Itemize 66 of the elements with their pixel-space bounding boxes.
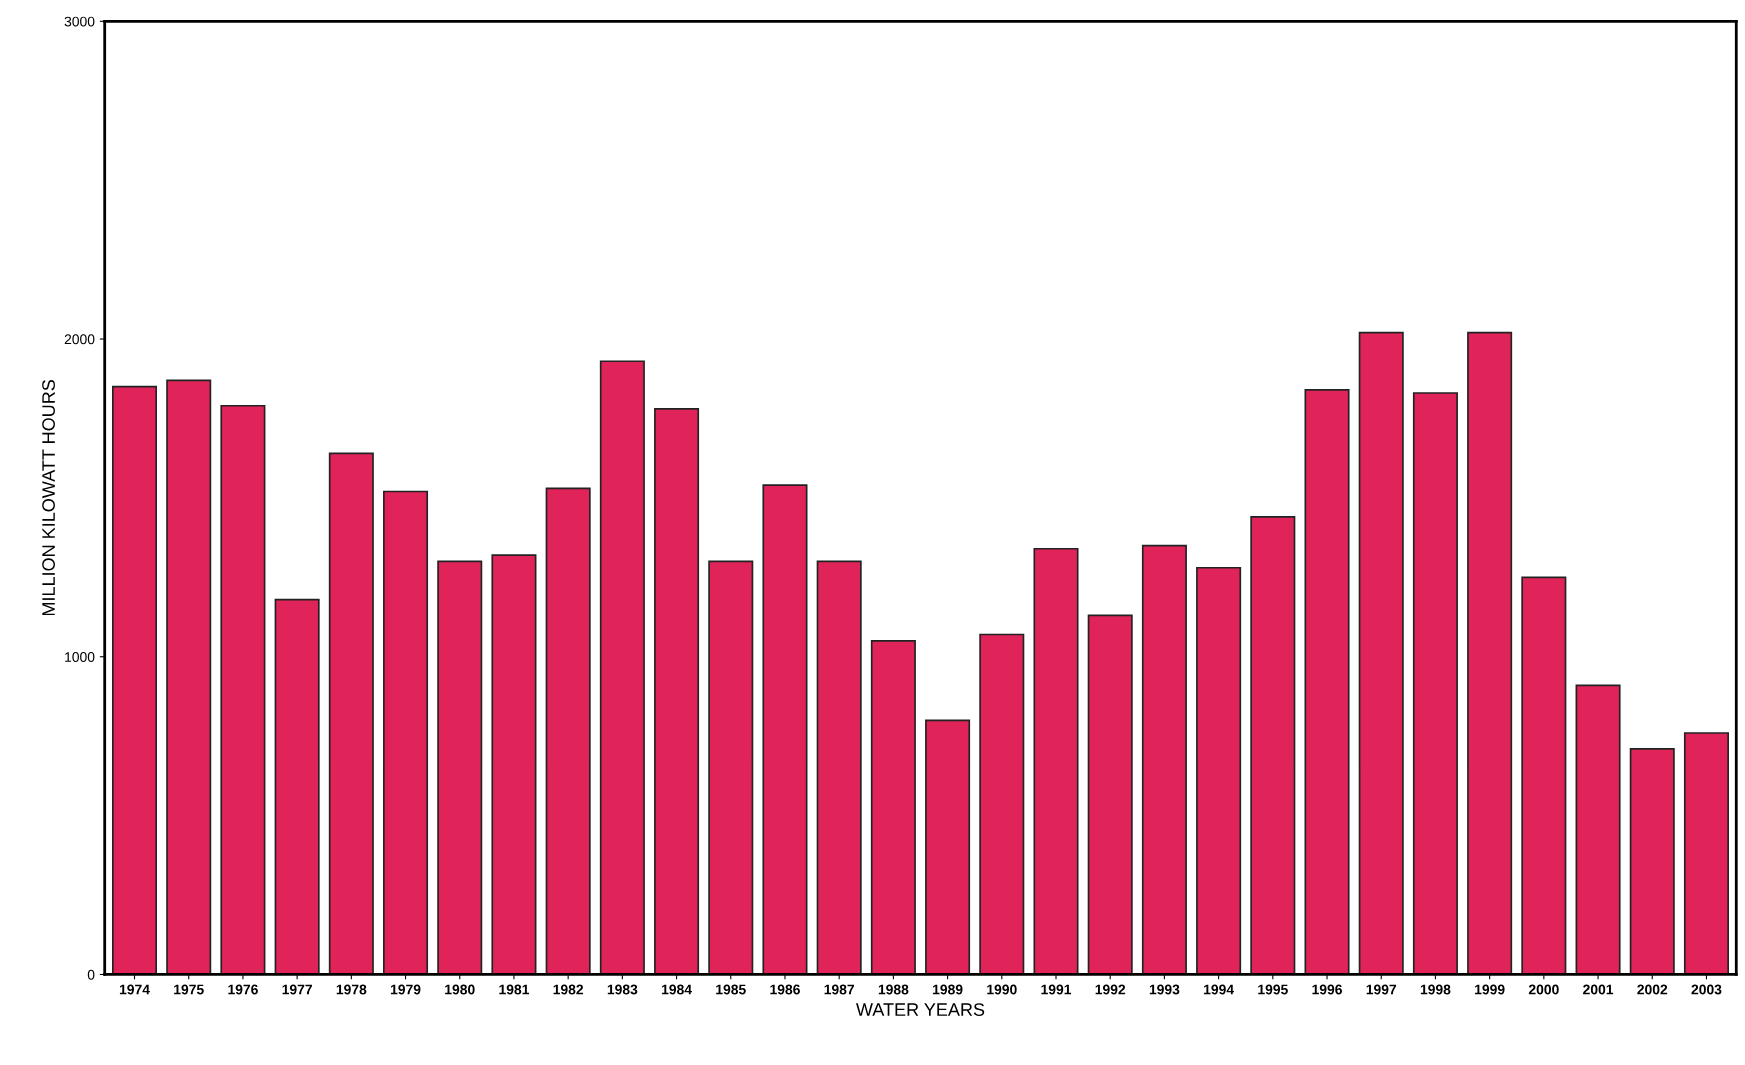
bar [762, 484, 808, 975]
x-tick-label: 1982 [553, 984, 584, 995]
y-tick-label: 0 [87, 969, 95, 980]
bar [328, 452, 374, 975]
x-tick-label: 1978 [336, 984, 367, 995]
x-tick-label: 1979 [390, 984, 421, 995]
x-tick-label: 1991 [1041, 984, 1072, 995]
x-tick-label: 1981 [499, 984, 530, 995]
bar [654, 408, 700, 975]
x-tick-label: 2002 [1637, 984, 1668, 995]
x-tick-label: 1974 [119, 984, 150, 995]
bar [925, 719, 971, 975]
y-tick-label: 1000 [65, 652, 95, 662]
x-tick-label: 1985 [716, 984, 746, 995]
x-tick-label: 1976 [228, 984, 258, 995]
x-tick-label: 1990 [987, 984, 1017, 995]
bar [1683, 732, 1729, 975]
bar [1304, 389, 1350, 975]
x-tick-label: 1999 [1475, 984, 1505, 995]
bar [708, 560, 754, 975]
x-tick-label: 1986 [770, 984, 800, 995]
x-tick-label: 1997 [1366, 984, 1397, 995]
bar [870, 640, 916, 975]
x-axis-title: WATER YEARS [856, 1003, 985, 1016]
bar [1087, 614, 1133, 975]
x-tick-label: 1980 [445, 984, 475, 995]
x-tick-label: 1993 [1149, 984, 1180, 995]
bar [166, 379, 212, 975]
x-tick-label: 2001 [1583, 984, 1614, 995]
bar [491, 554, 537, 975]
bar [1521, 576, 1567, 975]
x-tick-label: 1977 [282, 984, 312, 995]
bar [1358, 331, 1404, 975]
x-tick-label: 1987 [824, 984, 855, 995]
bar [1629, 748, 1675, 975]
x-tick-label: 1989 [933, 984, 963, 995]
bar [1575, 684, 1621, 975]
x-tick-label: 1995 [1258, 984, 1288, 995]
x-tick-label: 1975 [174, 984, 204, 995]
bar [1141, 544, 1187, 975]
x-tick-label: 1983 [607, 984, 638, 995]
x-tick-label: 2000 [1528, 984, 1559, 995]
bar [545, 487, 591, 975]
bar [1250, 516, 1296, 975]
bar [1196, 566, 1242, 975]
bar [816, 560, 862, 975]
x-tick-label: 2003 [1691, 984, 1722, 995]
x-tick-label: 1996 [1312, 984, 1342, 995]
y-tick-label: 2000 [64, 334, 95, 345]
bar [1412, 392, 1458, 975]
y-tick-label: 3000 [64, 16, 95, 27]
bar [274, 598, 320, 975]
bar [1467, 331, 1513, 975]
x-tick-label: 1984 [661, 984, 692, 995]
bar [1033, 547, 1079, 975]
bar [111, 385, 158, 975]
bar [437, 560, 483, 975]
x-tick-label: 1988 [878, 984, 909, 995]
bar [220, 404, 266, 975]
x-tick-label: 1992 [1095, 984, 1126, 995]
bar [979, 633, 1025, 975]
y-axis-title: MILLION KILOWATT HOURS [42, 379, 55, 616]
bar [599, 360, 645, 975]
bar [383, 490, 429, 975]
x-tick-label: 1998 [1420, 984, 1451, 995]
x-tick-label: 1994 [1204, 984, 1234, 995]
